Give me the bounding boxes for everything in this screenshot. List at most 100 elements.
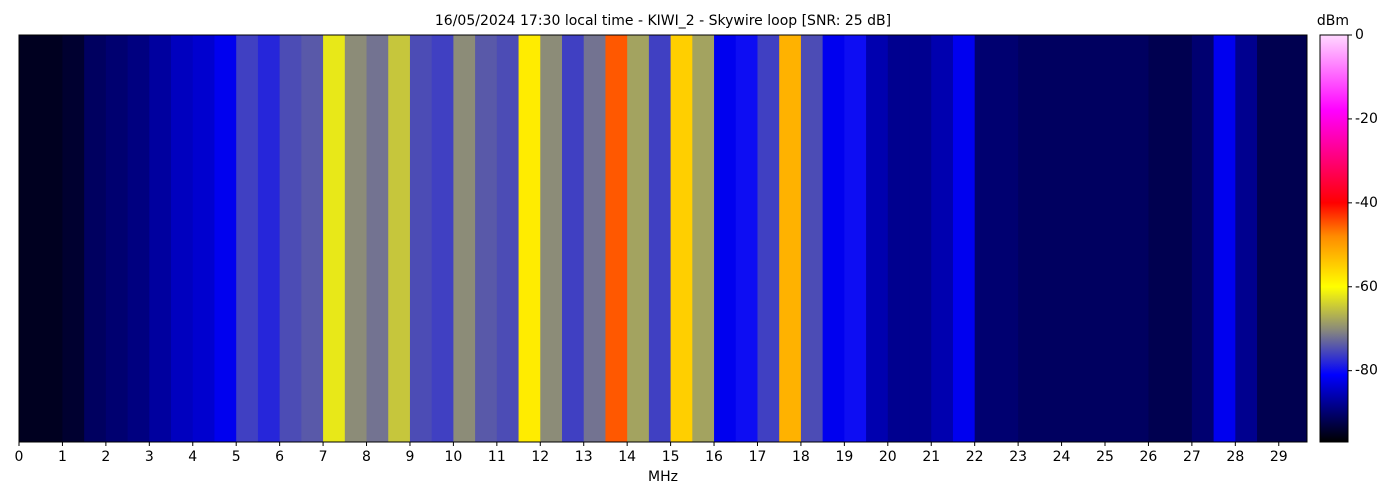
spectrum-column <box>735 35 758 442</box>
spectrum-column <box>540 35 563 442</box>
spectrum-column <box>1170 35 1193 442</box>
x-tick-label: 16 <box>705 449 723 465</box>
spectrum-column <box>931 35 954 442</box>
spectrum-column <box>323 35 346 442</box>
x-tick-label: 25 <box>1096 449 1114 465</box>
spectrum-column <box>344 35 368 442</box>
spectrum-column <box>1257 35 1280 442</box>
spectrum-column <box>952 35 976 442</box>
x-tick-label: 5 <box>232 449 241 465</box>
x-tick-label: 29 <box>1270 449 1288 465</box>
spectrum-column <box>605 35 628 442</box>
spectrum-column <box>453 35 476 442</box>
spectrum-column <box>800 35 824 442</box>
plot-frame <box>18 34 1308 443</box>
x-tick-label: 7 <box>319 449 328 465</box>
colorbar-tick-label: -80 <box>1355 363 1378 379</box>
spectrum-column <box>1278 35 1301 442</box>
spectrum-column <box>84 35 107 442</box>
spectrum-column <box>1083 35 1106 442</box>
spectrum-column <box>1148 35 1171 442</box>
spectrum-column <box>583 35 606 442</box>
spectrum-column <box>105 35 129 442</box>
spectrum-column <box>1191 35 1215 442</box>
x-tick-label: 6 <box>275 449 284 465</box>
spectrum-column <box>779 35 802 442</box>
x-tick-label: 12 <box>531 449 549 465</box>
x-tick-label: 24 <box>1053 449 1071 465</box>
spectrum-column <box>214 35 237 442</box>
spectrum-column <box>1039 35 1063 442</box>
x-tick-label: 14 <box>618 449 636 465</box>
colorbar-tick-label: -40 <box>1355 195 1378 211</box>
x-tick-label: 15 <box>662 449 680 465</box>
x-tick-label: 26 <box>1140 449 1158 465</box>
spectrum-column <box>909 35 932 442</box>
colorbar-label: dBm <box>1317 13 1349 29</box>
x-tick-label: 28 <box>1226 449 1244 465</box>
spectrum-column <box>714 35 737 442</box>
x-tick-label: 11 <box>488 449 506 465</box>
spectrum-column <box>866 35 889 442</box>
spectrum-column <box>887 35 911 442</box>
spectrum-column <box>974 35 997 442</box>
spectrum-column <box>496 35 520 442</box>
x-tick-label: 10 <box>444 449 462 465</box>
spectrum-column <box>1300 35 1308 442</box>
spectrum-column <box>409 35 433 442</box>
spectrum-column <box>627 35 650 442</box>
spectrum-column <box>648 35 672 442</box>
spectrum-column <box>192 35 215 442</box>
colorbar-tick-label: -20 <box>1355 111 1378 127</box>
spectrum-column <box>475 35 498 442</box>
spectrum-column <box>366 35 389 442</box>
x-tick-label: 19 <box>835 449 853 465</box>
spectrum-column <box>40 35 63 442</box>
colorbar-tick-label: -60 <box>1355 279 1378 295</box>
x-tick-label: 23 <box>1009 449 1027 465</box>
spectrum-column <box>562 35 585 442</box>
spectrum-column <box>844 35 867 442</box>
spectrum-column <box>279 35 302 442</box>
spectrum-column <box>431 35 454 442</box>
spectrum-column <box>62 35 85 442</box>
x-tick-label: 21 <box>922 449 940 465</box>
spectrum-column <box>996 35 1019 442</box>
x-tick-label: 20 <box>879 449 897 465</box>
x-axis-label: MHz <box>648 469 678 485</box>
spectrum-column <box>670 35 693 442</box>
x-tick-label: 1 <box>58 449 67 465</box>
spectrum-column <box>1235 35 1258 442</box>
x-tick-label: 0 <box>15 449 24 465</box>
spectrum-column <box>692 35 715 442</box>
spectrum-column <box>1126 35 1149 442</box>
spectrum-column <box>127 35 150 442</box>
spectrum-column <box>822 35 845 442</box>
spectrum-column <box>518 35 541 442</box>
chart-title: 16/05/2024 17:30 local time - KIWI_2 - S… <box>435 13 891 29</box>
spectrum-column <box>171 35 194 442</box>
spectrum-column <box>19 35 42 442</box>
colorbar <box>1319 34 1349 443</box>
spectrum-column <box>757 35 780 442</box>
x-tick-label: 8 <box>362 449 371 465</box>
x-tick-label: 2 <box>101 449 110 465</box>
x-tick-label: 4 <box>188 449 197 465</box>
spectrum-column <box>1061 35 1084 442</box>
spectrum-column <box>1213 35 1236 442</box>
spectrum-column <box>1105 35 1128 442</box>
spectrum-column <box>149 35 172 442</box>
x-tick-label: 27 <box>1183 449 1201 465</box>
x-tick-label: 3 <box>145 449 154 465</box>
spectrum-column <box>257 35 281 442</box>
spectrum-column <box>301 35 324 442</box>
x-tick-label: 9 <box>406 449 415 465</box>
spectrum-column <box>388 35 411 442</box>
x-tick-label: 18 <box>792 449 810 465</box>
x-tick-label: 22 <box>966 449 984 465</box>
x-tick-label: 17 <box>749 449 767 465</box>
spectrum-column <box>236 35 259 442</box>
colorbar-tick-label: 0 <box>1355 27 1364 43</box>
spectrum-column <box>1018 35 1041 442</box>
